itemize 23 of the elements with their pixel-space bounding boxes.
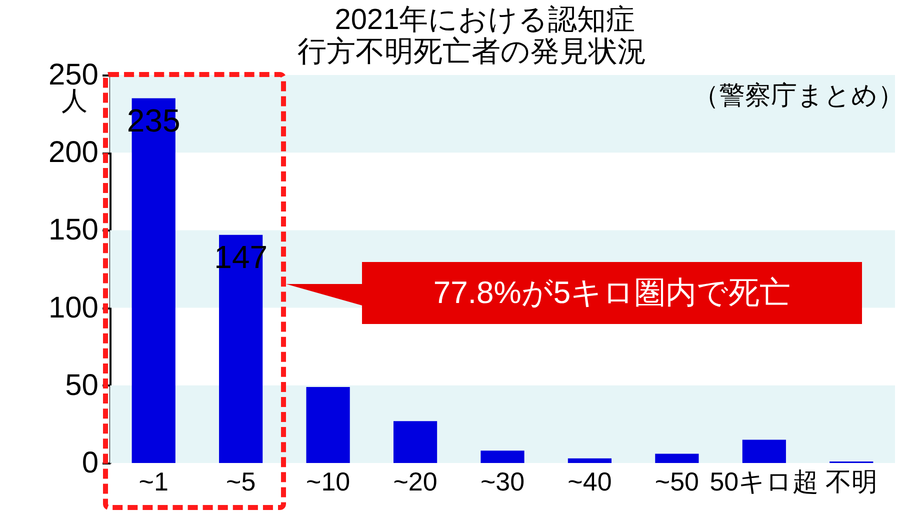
x-tick-label: ~20 [393,466,438,496]
annotation: （警察庁まとめ） [693,79,904,112]
y-tick-label: 150 [48,214,98,247]
x-tick-label: ~30 [480,466,525,496]
x-tick-label: 不明 [825,466,878,496]
x-tick-label: ~10 [306,466,350,496]
x-tick-label: ~5 [226,466,256,496]
bar [480,450,524,463]
chart-title: 2021年における認知症行方不明死亡者の発見状況 [296,4,648,68]
x-tick-label: 50キロ超 [710,466,819,496]
bar [568,458,612,463]
x-tick-label: ~1 [138,466,168,496]
y-axis-title: 人 [62,86,88,116]
x-tick-label: ~50 [654,466,699,496]
bar [393,421,438,463]
bar [742,440,786,463]
y-tick-label: 200 [48,136,98,170]
y-tick-label: 0 [82,446,98,480]
bar [306,386,350,463]
bar [655,454,699,463]
y-tick-label: 100 [48,291,98,324]
y-tick-label: 50 [65,368,98,402]
x-tick-label: ~40 [568,466,612,496]
